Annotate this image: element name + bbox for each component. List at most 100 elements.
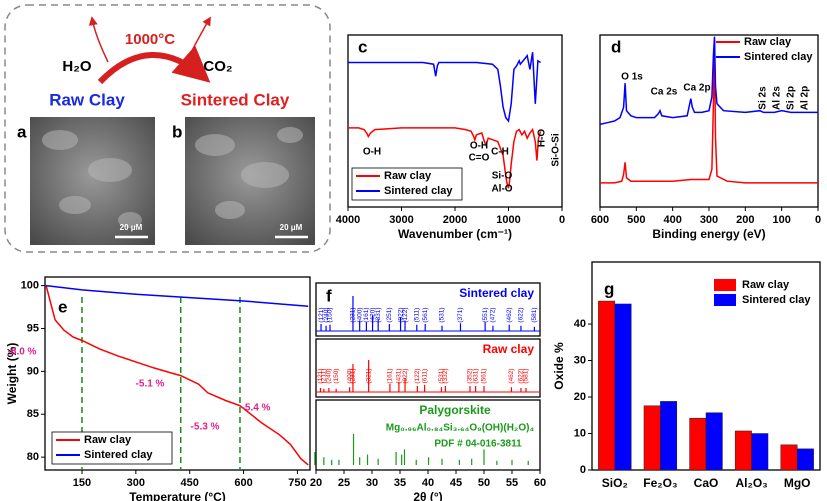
plot-frame bbox=[44, 276, 311, 471]
y-tick-label: 10 bbox=[574, 427, 586, 439]
plot-frame bbox=[315, 282, 541, 337]
x-tick-label: 30 bbox=[366, 477, 378, 489]
legend-label: Sintered clay bbox=[742, 294, 811, 306]
annotation: -5.1 % bbox=[136, 379, 165, 390]
peak-label: (581) bbox=[531, 307, 538, 322]
peak-label: (551) bbox=[482, 307, 489, 322]
raw-label: Raw Clay bbox=[49, 90, 125, 109]
panel-letter: c bbox=[358, 37, 367, 56]
peak-label: (511) bbox=[414, 308, 421, 323]
annotation: O-H bbox=[470, 141, 488, 152]
y-tick-label: 0 bbox=[580, 464, 586, 476]
x-tick-label: 150 bbox=[73, 477, 91, 489]
y-axis-label: Oxide % bbox=[552, 342, 566, 390]
x-tick-label: 2000 bbox=[443, 214, 467, 226]
peak-label: (231) bbox=[350, 368, 357, 383]
x-tick-label: 400 bbox=[663, 214, 681, 226]
annotation: Ca 2s bbox=[651, 87, 678, 98]
x-tick-label: 0 bbox=[815, 214, 821, 226]
pattern-pdf: PDF # 04-016-3811 bbox=[434, 439, 522, 450]
x-tick-label: 40 bbox=[422, 477, 434, 489]
annotation: -5.4 % bbox=[242, 403, 271, 414]
x-tick-label: CaO bbox=[694, 476, 719, 490]
bar bbox=[796, 448, 814, 471]
peak-label: (122) bbox=[402, 307, 409, 322]
x-tick-label: 20 bbox=[310, 477, 322, 489]
peak-label: (352) bbox=[467, 368, 474, 383]
peak-label: (150) bbox=[333, 368, 340, 383]
annotation: Si 2s bbox=[758, 86, 769, 110]
annotation: -5.3 % bbox=[191, 422, 220, 433]
pattern-name: Palygorskite bbox=[419, 403, 491, 417]
peak-label: (371) bbox=[457, 307, 464, 322]
peak-label: (122) bbox=[414, 368, 421, 383]
x-tick-label: 750 bbox=[288, 477, 306, 489]
scale-bar-label: 20 μM bbox=[120, 223, 143, 232]
panel-letter: e bbox=[58, 297, 67, 316]
bar bbox=[660, 401, 678, 471]
legend-label: Sintered clay bbox=[744, 51, 813, 63]
x-tick-label: Fe₂O₃ bbox=[643, 476, 677, 490]
peak-label: (581) bbox=[523, 368, 530, 383]
bar bbox=[689, 417, 707, 471]
y-tick-label: 95 bbox=[27, 322, 39, 334]
peak-label: (400) bbox=[346, 368, 353, 383]
temperature: 1000°C bbox=[125, 31, 175, 48]
annotation: Si 2p bbox=[786, 86, 797, 110]
legend-label: Sintered clay bbox=[384, 185, 453, 197]
legend-label: Raw clay bbox=[744, 36, 792, 48]
peak-label: (462) bbox=[506, 307, 513, 322]
legend-swatch bbox=[714, 279, 736, 291]
peak-label: (321) bbox=[365, 368, 372, 383]
x-axis-label: Binding energy (eV) bbox=[652, 227, 765, 241]
peak-label: (622) bbox=[518, 368, 525, 383]
x-tick-label: 3000 bbox=[389, 214, 413, 226]
pattern-name: Raw clay bbox=[483, 342, 535, 356]
legend-swatch bbox=[714, 294, 736, 306]
peak-label: (121) bbox=[317, 368, 324, 383]
peak-label: (240) bbox=[323, 307, 330, 322]
peak-label: (611) bbox=[421, 369, 428, 384]
x-tick-label: 200 bbox=[736, 214, 754, 226]
annotation: Al-O bbox=[491, 184, 512, 195]
image-label: b bbox=[172, 122, 182, 141]
plot-frame bbox=[315, 338, 541, 398]
series-line bbox=[348, 52, 541, 123]
y-axis-label: Weight (%) bbox=[5, 343, 19, 405]
x-tick-label: Al₂O₃ bbox=[735, 476, 767, 490]
peak-label: (240) bbox=[326, 368, 333, 383]
x-tick-label: 50 bbox=[478, 477, 490, 489]
annotation: Ca 2p bbox=[683, 83, 710, 94]
bar bbox=[614, 303, 632, 471]
product: CO₂ bbox=[203, 58, 232, 75]
pattern-formula: Mg₀.₉₆Al₀.₈₄Si₃.₆₄O₉(OH)(H₂O)₄ bbox=[386, 423, 535, 434]
sem-texture bbox=[42, 127, 303, 228]
x-tick-label: 300 bbox=[700, 214, 718, 226]
series-line bbox=[600, 40, 818, 184]
peak-label: (431) bbox=[396, 368, 403, 383]
annotation: Si-O-Si bbox=[551, 133, 562, 167]
peak-label: (531) bbox=[439, 307, 446, 322]
series-line bbox=[599, 36, 818, 126]
x-tick-label: 25 bbox=[338, 477, 350, 489]
x-tick-label: 600 bbox=[234, 477, 252, 489]
x-tick-label: SiO₂ bbox=[602, 476, 628, 490]
release-arrow bbox=[185, 16, 211, 63]
peak-label: (251) bbox=[386, 307, 393, 322]
peak-label: (531) bbox=[438, 368, 445, 383]
x-tick-label: 55 bbox=[506, 477, 518, 489]
bar bbox=[598, 300, 616, 471]
peak-label: (121) bbox=[318, 307, 325, 322]
x-tick-label: 300 bbox=[127, 477, 145, 489]
x-tick-label: 450 bbox=[181, 477, 199, 489]
peak-label: (150) bbox=[327, 307, 334, 322]
legend-label: Sintered clay bbox=[84, 449, 153, 461]
legend-frame bbox=[51, 431, 173, 465]
y-tick-label: 20 bbox=[574, 391, 586, 403]
x-tick-label: 4000 bbox=[336, 214, 360, 226]
legend-frame bbox=[351, 167, 463, 201]
peak-label: (022) bbox=[402, 368, 409, 383]
scale-bar-label: 20 μM bbox=[280, 223, 303, 232]
x-axis-label: Temperature (°C) bbox=[129, 490, 226, 501]
